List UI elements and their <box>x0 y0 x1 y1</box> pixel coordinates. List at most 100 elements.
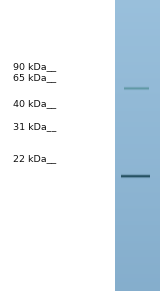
Bar <box>115 280 160 281</box>
Bar <box>115 127 160 128</box>
Bar <box>115 283 160 284</box>
Bar <box>115 28 160 29</box>
Bar <box>115 103 160 104</box>
Bar <box>115 114 160 116</box>
Bar <box>115 0 160 1</box>
Bar <box>115 157 160 158</box>
Bar <box>115 53 160 54</box>
Bar <box>115 159 160 160</box>
Bar <box>115 233 160 234</box>
Bar <box>115 226 160 227</box>
Bar <box>115 22 160 23</box>
Bar <box>115 209 160 210</box>
Bar <box>115 172 160 173</box>
Bar <box>115 133 160 134</box>
Bar <box>115 190 160 191</box>
Bar <box>115 212 160 213</box>
Bar <box>115 34 160 35</box>
Bar <box>115 170 160 171</box>
Bar <box>115 253 160 254</box>
Bar <box>115 180 160 181</box>
Bar <box>115 153 160 154</box>
Bar <box>115 27 160 28</box>
Bar <box>115 70 160 71</box>
Bar <box>115 101 160 102</box>
Bar <box>115 140 160 141</box>
Bar <box>115 184 160 185</box>
Bar <box>115 185 160 186</box>
Bar <box>115 90 160 91</box>
Bar <box>115 177 160 178</box>
Bar <box>115 192 160 193</box>
Bar <box>115 193 160 194</box>
Text: 22 kDa__: 22 kDa__ <box>13 154 56 163</box>
Bar <box>115 200 160 201</box>
Bar <box>115 244 160 245</box>
Bar <box>115 158 160 159</box>
Bar <box>115 95 160 96</box>
Bar <box>115 278 160 279</box>
Bar <box>115 239 160 241</box>
Bar <box>115 161 160 162</box>
Bar <box>115 262 160 263</box>
Bar <box>115 68 160 69</box>
Bar <box>115 271 160 272</box>
Bar <box>115 65 160 66</box>
Bar <box>115 245 160 246</box>
Bar <box>115 62 160 63</box>
Bar <box>115 165 160 166</box>
Bar <box>115 82 160 84</box>
Bar <box>115 189 160 190</box>
Bar <box>115 107 160 108</box>
Text: 90 kDa__: 90 kDa__ <box>13 62 56 71</box>
Bar <box>115 104 160 105</box>
Bar <box>115 49 160 50</box>
Bar <box>115 199 160 200</box>
Bar <box>115 105 160 106</box>
Bar <box>115 241 160 242</box>
Bar <box>115 186 160 187</box>
Bar <box>115 202 160 203</box>
Bar <box>115 136 160 137</box>
Bar <box>115 11 160 12</box>
Bar <box>115 252 160 253</box>
Bar <box>115 54 160 55</box>
Bar <box>115 12 160 13</box>
Bar <box>115 69 160 70</box>
Bar <box>115 257 160 258</box>
Bar <box>115 285 160 286</box>
Bar <box>115 81 160 82</box>
Bar <box>115 258 160 259</box>
Bar <box>115 14 160 15</box>
Bar <box>115 40 160 41</box>
Bar <box>115 279 160 280</box>
Bar <box>115 286 160 287</box>
Bar <box>115 142 160 143</box>
Bar <box>115 75 160 76</box>
Bar <box>115 255 160 256</box>
Bar <box>115 116 160 117</box>
Bar <box>115 183 160 184</box>
Bar <box>115 47 160 49</box>
Bar <box>115 205 160 206</box>
Bar <box>115 44 160 45</box>
Bar <box>115 269 160 270</box>
Bar <box>115 56 160 57</box>
Bar <box>115 247 160 248</box>
Bar <box>115 64 160 65</box>
Bar <box>115 162 160 163</box>
Bar <box>115 267 160 268</box>
Bar <box>115 106 160 107</box>
Bar <box>115 174 160 175</box>
Bar <box>115 234 160 235</box>
Bar <box>115 164 160 165</box>
Bar <box>115 117 160 118</box>
Bar <box>115 220 160 221</box>
Bar <box>115 37 160 38</box>
Bar <box>115 67 160 68</box>
Bar <box>115 235 160 236</box>
Bar <box>115 237 160 238</box>
Bar <box>115 123 160 124</box>
Bar <box>115 128 160 129</box>
Bar <box>115 109 160 110</box>
